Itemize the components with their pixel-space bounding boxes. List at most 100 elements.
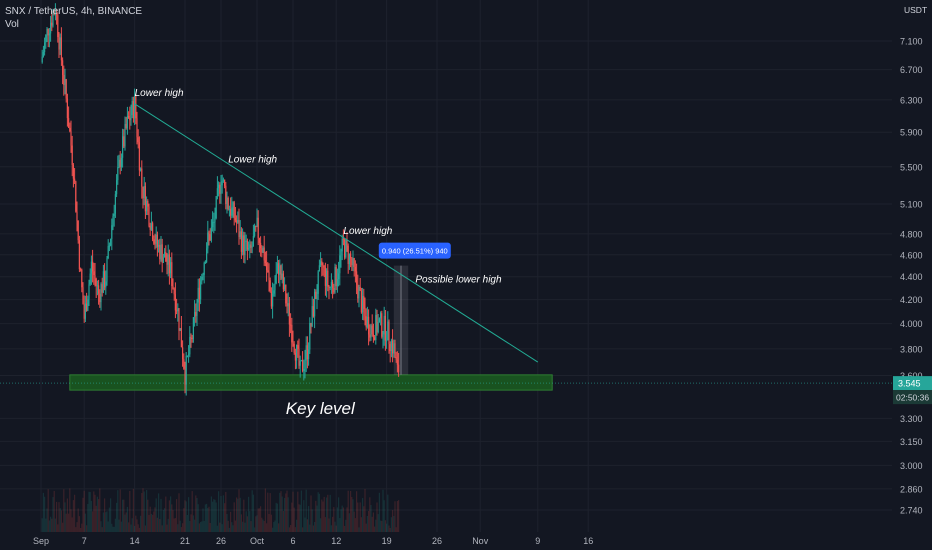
candle-body: [278, 263, 280, 275]
candle-body: [207, 232, 209, 249]
candle-body: [119, 159, 121, 167]
candle-body: [306, 345, 308, 360]
candle-body: [210, 227, 212, 241]
volume-bar: [377, 514, 379, 532]
candle-body: [266, 262, 268, 271]
volume-bar: [198, 523, 200, 532]
candle-body: [252, 236, 254, 247]
candle-body: [257, 217, 259, 239]
volume-bar: [188, 497, 190, 532]
volume-bar: [202, 508, 204, 532]
volume-bar: [332, 516, 334, 532]
price-tick-label: 3.000: [900, 461, 923, 471]
candle-body: [143, 186, 145, 199]
volume-bar: [374, 526, 376, 532]
time-axis[interactable]: Sep 7 14 21 26 Oct 6 12 19 26 Nov 9 16: [0, 532, 932, 550]
volume-bar: [357, 502, 359, 532]
candle-body: [140, 168, 142, 171]
volume-bar: [274, 520, 276, 532]
volume-bar: [153, 511, 155, 532]
candle-body: [154, 243, 156, 245]
candle-body: [398, 364, 400, 373]
candle-body: [128, 115, 130, 118]
candle-body: [246, 240, 248, 250]
candle-body: [99, 293, 101, 303]
volume-bar: [70, 509, 72, 532]
candle-body: [261, 248, 263, 253]
candle-body: [392, 340, 394, 354]
candle-body: [284, 284, 286, 290]
candle-body: [87, 299, 89, 311]
candle-body: [245, 240, 247, 242]
candle-body: [281, 273, 283, 279]
volume-bar: [298, 504, 300, 532]
volume-bar: [221, 524, 223, 532]
candle-body: [371, 325, 373, 335]
volume-bar: [342, 507, 344, 532]
time-tick-label: 7: [82, 536, 87, 546]
candle-body: [311, 306, 313, 327]
price-axis[interactable]: 7.100 6.700 6.300 5.900 5.500 5.100 4.800 4.600…: [892, 0, 932, 550]
volume-bar: [50, 516, 52, 532]
candle-body: [148, 206, 150, 226]
candle-body: [191, 337, 193, 339]
volume-bar: [176, 499, 178, 532]
candle-body: [200, 281, 202, 300]
candle-body: [303, 369, 305, 372]
candle-body: [333, 287, 335, 293]
volume-bar: [48, 520, 50, 532]
volume-bar: [222, 495, 224, 532]
volume-bar: [290, 525, 292, 532]
volume-bar: [191, 491, 193, 532]
volume-bar: [359, 502, 361, 532]
candle-body: [92, 261, 94, 272]
volume-bar: [186, 514, 188, 532]
candle-body: [228, 208, 230, 210]
candle-body: [318, 265, 320, 272]
volume-bar: [269, 493, 271, 532]
time-tick-label: 12: [331, 536, 341, 546]
time-tick-label: 21: [180, 536, 190, 546]
candle-body: [206, 248, 208, 263]
volume-bar: [107, 521, 109, 532]
candle-body: [220, 185, 222, 194]
candle-body: [160, 244, 162, 260]
volume-bar: [351, 497, 353, 532]
volume-bar: [80, 527, 82, 532]
volume-bar: [252, 494, 254, 532]
candle-body: [138, 142, 140, 171]
candle-body: [285, 284, 287, 304]
volume-bar: [309, 524, 311, 532]
candle-body: [268, 272, 270, 281]
candle-body: [184, 368, 186, 385]
candle-body: [273, 290, 275, 294]
measure-badge: [378, 242, 451, 259]
candle-body: [197, 287, 199, 303]
price-tick-label: 5.900: [900, 128, 923, 138]
volume-bar: [278, 523, 280, 532]
volume-bar: [132, 488, 134, 532]
volume-bar: [64, 502, 66, 532]
volume-bar: [263, 520, 265, 532]
symbol-title[interactable]: SNX / TetherUS, 4h, BINANCE: [5, 6, 143, 17]
volume-bar: [315, 500, 317, 532]
candle-body: [262, 247, 264, 253]
volume-bar: [154, 507, 156, 532]
candle-body: [60, 37, 62, 61]
candle-body: [188, 354, 190, 356]
candle-body: [292, 342, 294, 344]
candle-body: [237, 219, 239, 223]
candle-body: [68, 118, 70, 128]
volume-bar: [196, 497, 198, 532]
candle-body: [365, 316, 367, 328]
candle-body: [88, 284, 90, 300]
volume-bar: [303, 500, 305, 532]
candle-body: [350, 253, 352, 259]
volume-bar: [338, 497, 340, 532]
volume-bar: [129, 491, 131, 532]
candle-body: [348, 253, 350, 264]
volume-bar: [142, 488, 144, 532]
lower-high-label: Lower high: [228, 154, 277, 165]
candle-body: [194, 312, 196, 318]
